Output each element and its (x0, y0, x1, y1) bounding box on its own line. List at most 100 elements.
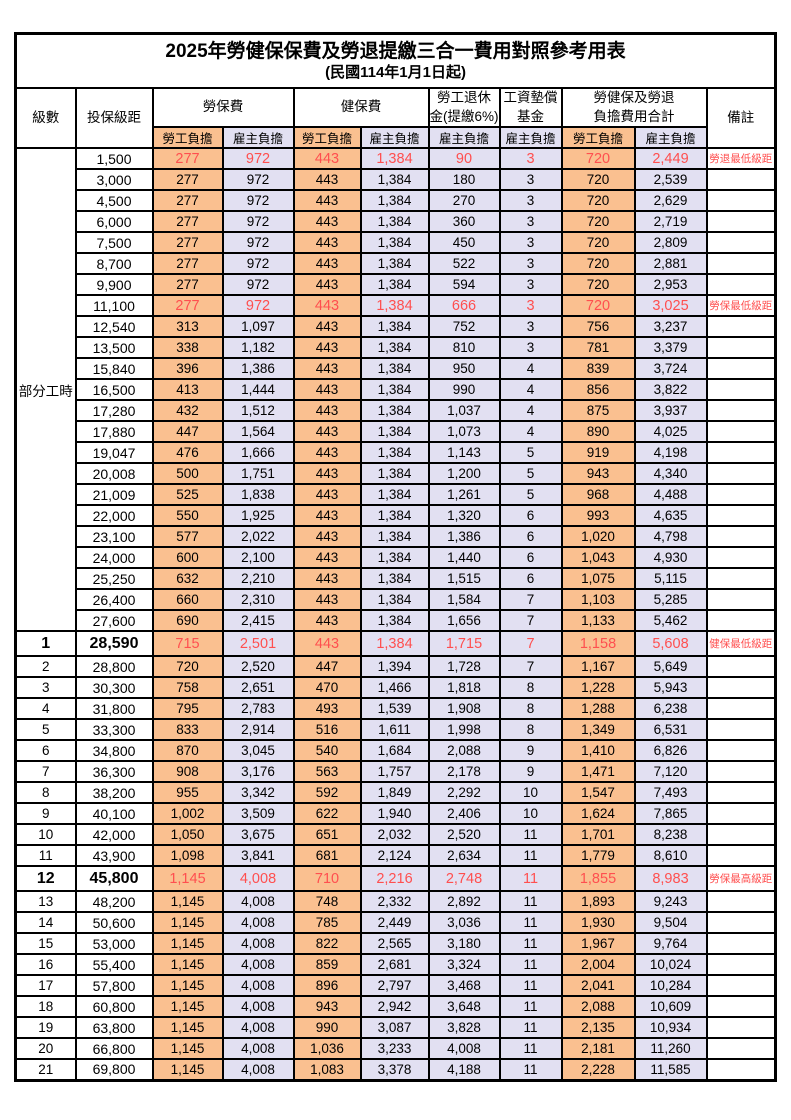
cell-note (705, 823, 777, 846)
cell-wage-fund-employer: 6 (498, 567, 563, 590)
cell-total-employee: 1,410 (560, 739, 636, 762)
cell-pension-employer: 1,320 (427, 504, 501, 527)
cell-labor-employer: 972 (221, 189, 295, 212)
cell-note: 健保最低級距 (705, 630, 777, 657)
cell-health-employee: 443 (292, 336, 362, 359)
cell-health-employer: 1,384 (359, 441, 430, 464)
cell-health-employee: 622 (292, 802, 362, 825)
cell-note (705, 1058, 777, 1081)
table-row: 10 42,000 1,050 3,675 651 2,032 2,520 11 1,701 8,… (14, 823, 777, 846)
cell-wage-fund-employer: 7 (498, 609, 563, 632)
cell-level: 15 (14, 932, 77, 955)
cell-wage-fund-employer: 4 (498, 399, 563, 422)
cell-level: 4 (14, 697, 77, 720)
cell-labor-employer: 1,097 (221, 315, 295, 338)
cell-wage-fund-employer: 11 (498, 890, 563, 913)
cell-labor-employer: 3,841 (221, 844, 295, 867)
cell-total-employee: 1,471 (560, 760, 636, 783)
table-row: 5 33,300 833 2,914 516 1,611 1,998 8 1,349 6,531 (14, 718, 777, 741)
cell-labor-employee: 1,145 (151, 865, 224, 892)
cell-health-employee: 651 (292, 823, 362, 846)
cell-pension-employer: 2,520 (427, 823, 501, 846)
cell-health-employee: 443 (292, 525, 362, 548)
cell-level: 10 (14, 823, 77, 846)
cell-wage-fund-employer: 9 (498, 739, 563, 762)
cell-wage-fund-employer: 4 (498, 420, 563, 443)
cell-labor-employer: 4,008 (221, 1037, 295, 1060)
cell-total-employer: 3,025 (633, 294, 708, 317)
table-row: 2 28,800 720 2,520 447 1,394 1,728 7 1,167 5,649 (14, 655, 777, 678)
table-row: 15,840 396 1,386 443 1,384 950 4 839 3,724 (16, 357, 777, 380)
cell-note (705, 462, 777, 485)
cell-note (705, 781, 777, 804)
cell-total-employee: 720 (560, 147, 636, 170)
cell-pension-employer: 810 (427, 336, 501, 359)
cell-pension-employer: 2,178 (427, 760, 501, 783)
cell-total-employee: 968 (560, 483, 636, 506)
cell-total-employee: 1,855 (560, 865, 636, 892)
cell-labor-employee: 338 (151, 336, 224, 359)
cell-labor-employer: 3,509 (221, 802, 295, 825)
table-row: 9,900 277 972 443 1,384 594 3 720 2,953 (16, 273, 777, 296)
cell-health-employer: 1,384 (359, 231, 430, 254)
cell-bracket: 50,600 (74, 911, 154, 934)
subheader-total-employee: 勞工負擔 (560, 126, 636, 149)
cell-total-employee: 1,701 (560, 823, 636, 846)
cell-wage-fund-employer: 11 (498, 844, 563, 867)
cell-total-employee: 720 (560, 294, 636, 317)
cell-level: 1 (14, 630, 77, 657)
cell-labor-employee: 277 (151, 147, 224, 170)
cell-health-employer: 2,797 (359, 974, 430, 997)
cell-pension-employer: 990 (427, 378, 501, 401)
cell-total-employer: 5,115 (633, 567, 708, 590)
table-row: 1 28,590 715 2,501 443 1,384 1,715 7 1,158 5,608 健… (14, 630, 777, 657)
spreadsheet-area: 2025年勞健保保費及勞退提繳三合一費用對照參考用表 (民國114年1月1日起)… (14, 32, 778, 1082)
cell-total-employer: 2,881 (633, 252, 708, 275)
cell-total-employee: 875 (560, 399, 636, 422)
table-row: 21,009 525 1,838 443 1,384 1,261 5 968 4,488 (16, 483, 777, 506)
cell-total-employee: 720 (560, 252, 636, 275)
cell-labor-employer: 4,008 (221, 974, 295, 997)
subheader-labor-employee: 勞工負擔 (151, 126, 224, 149)
cell-pension-employer: 1,073 (427, 420, 501, 443)
cell-total-employee: 1,930 (560, 911, 636, 934)
cell-bracket: 6,000 (74, 210, 154, 233)
cell-health-employer: 1,384 (359, 588, 430, 611)
cell-note (705, 802, 777, 825)
cell-labor-employee: 277 (151, 189, 224, 212)
cell-wage-fund-employer: 5 (498, 462, 563, 485)
cell-pension-employer: 2,634 (427, 844, 501, 867)
cell-wage-fund-employer: 11 (498, 1016, 563, 1039)
cell-labor-employer: 2,520 (221, 655, 295, 678)
table-row: 4 31,800 795 2,783 493 1,539 1,908 8 1,288 6,238 (14, 697, 777, 720)
col-header-total: 勞健保及勞退 負擔費用合計 (560, 87, 708, 128)
cell-labor-employer: 4,008 (221, 1058, 295, 1081)
cell-health-employee: 443 (292, 462, 362, 485)
cell-total-employee: 1,158 (560, 630, 636, 657)
cell-note (705, 932, 777, 955)
cell-level: 2 (14, 655, 77, 678)
table-row: 11 43,900 1,098 3,841 681 2,124 2,634 11 1,779 8,… (14, 844, 777, 867)
cell-health-employee: 896 (292, 974, 362, 997)
table-row: 8,700 277 972 443 1,384 522 3 720 2,881 (16, 252, 777, 275)
cell-labor-employee: 1,050 (151, 823, 224, 846)
cell-note (705, 567, 777, 590)
cell-level: 11 (14, 844, 77, 867)
table-row: 17,280 432 1,512 443 1,384 1,037 4 875 3,937 (16, 399, 777, 422)
cell-health-employer: 1,384 (359, 336, 430, 359)
cell-note (705, 1037, 777, 1060)
cell-health-employer: 1,384 (359, 630, 430, 657)
cell-total-employer: 4,798 (633, 525, 708, 548)
cell-health-employee: 990 (292, 1016, 362, 1039)
cell-bracket: 53,000 (74, 932, 154, 955)
cell-pension-employer: 2,748 (427, 865, 501, 892)
cell-total-employer: 6,826 (633, 739, 708, 762)
cell-total-employer: 5,285 (633, 588, 708, 611)
cell-bracket: 1,500 (74, 147, 154, 170)
cell-total-employer: 7,120 (633, 760, 708, 783)
table-row: 16,500 413 1,444 443 1,384 990 4 856 3,822 (16, 378, 777, 401)
cell-wage-fund-employer: 11 (498, 995, 563, 1018)
cell-labor-employee: 277 (151, 168, 224, 191)
cell-wage-fund-employer: 3 (498, 273, 563, 296)
cell-labor-employer: 972 (221, 273, 295, 296)
